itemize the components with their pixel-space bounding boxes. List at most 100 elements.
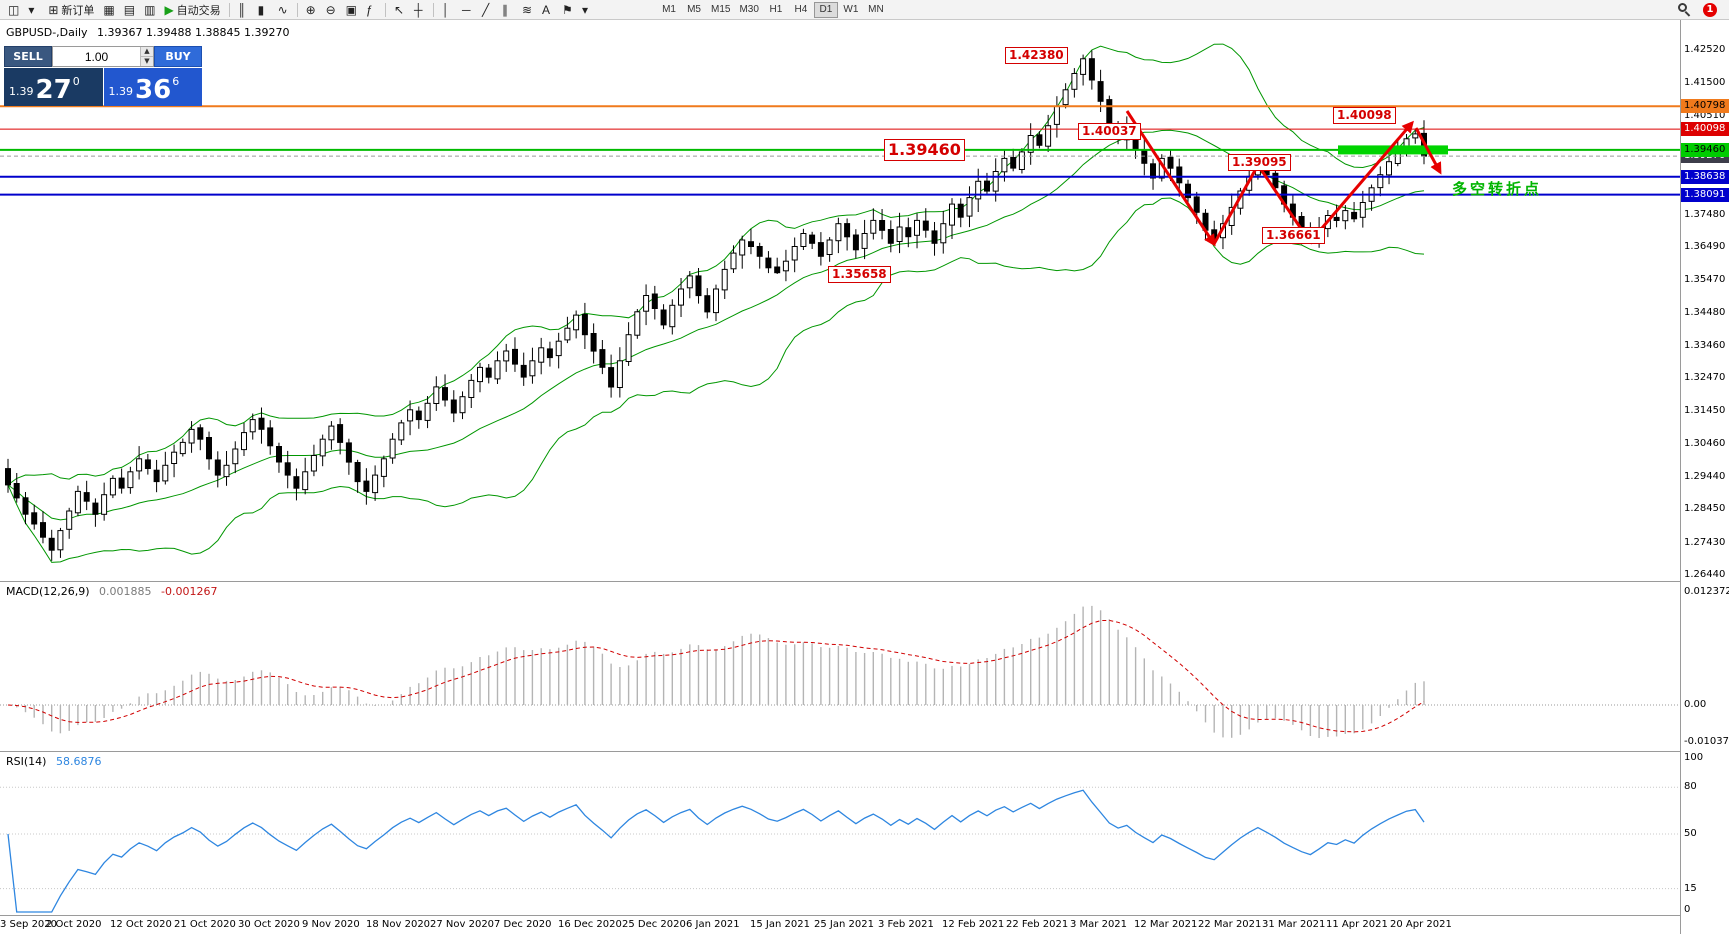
price-level-badge: 1.38638	[1681, 170, 1729, 184]
text-button[interactable]: A	[538, 1, 557, 19]
candlestick-chart-icon: ▮	[257, 2, 265, 17]
zoom-in-button[interactable]: ⊕	[302, 1, 321, 19]
tile-windows-button[interactable]: ▣	[342, 1, 361, 19]
horizontal-line-button[interactable]: ─	[458, 1, 477, 19]
date-label: 2 Oct 2020	[46, 919, 102, 930]
notification-badge[interactable]: 1	[1703, 2, 1717, 17]
vertical-line-icon: │	[442, 2, 450, 17]
indicators-button[interactable]: ƒ	[362, 1, 381, 19]
panel-separator	[0, 915, 1729, 916]
panel-separator[interactable]	[0, 581, 1729, 582]
crosshair-button[interactable]: ┼	[410, 1, 429, 19]
search-button[interactable]	[1674, 1, 1695, 19]
time-axis[interactable]: 3 Sep 2020 2 Oct 2020 12 Oct 2020 21 Oct 20…	[0, 916, 1680, 934]
resistance-zone-rectangle[interactable]	[1338, 145, 1448, 155]
toolbar-separator	[385, 2, 387, 17]
price-level-badge: 1.40798	[1681, 99, 1729, 113]
price-tick-label: 1.41500	[1684, 77, 1726, 88]
channel-icon: ∥	[502, 2, 509, 17]
volume-decrement-button[interactable]: ▼	[140, 57, 153, 66]
timeframe-h1-button[interactable]: H1	[764, 2, 788, 18]
date-label: 30 Oct 2020	[238, 919, 300, 930]
line-chart-button[interactable]: ∿	[274, 1, 293, 19]
candlestick-chart-button[interactable]: ▮	[254, 1, 273, 19]
fibonacci-button[interactable]: ≋	[518, 1, 537, 19]
chart-profiles-button[interactable]: ▾	[24, 1, 43, 19]
autotrading-icon: ▶	[164, 2, 174, 17]
zoom-out-button[interactable]: ⊖	[322, 1, 341, 19]
market-watch-button[interactable]: ▦	[99, 1, 118, 19]
turning-point-annotation[interactable]: 多空转折点	[1452, 180, 1543, 198]
volume-field: ▲ ▼	[52, 46, 154, 67]
price-callout[interactable]: 1.36661	[1262, 227, 1325, 244]
trend-arrow[interactable]	[1125, 110, 1216, 247]
rsi-axis-label: 80	[1684, 781, 1697, 792]
price-tick-label: 1.37480	[1684, 209, 1726, 220]
macd-signal-line	[7, 619, 1425, 733]
timeframe-d1-button[interactable]: D1	[813, 1, 838, 18]
sell-price-display[interactable]: 1.39 27 0	[4, 68, 103, 106]
navigator-button[interactable]: ▥	[140, 1, 159, 19]
macd-panel[interactable]	[0, 582, 1680, 752]
autotrading-button[interactable]: ▶ 自动交易	[160, 1, 224, 19]
rsi-axis-label: 50	[1684, 828, 1697, 839]
trend-arrow[interactable]	[1414, 127, 1442, 175]
date-label: 7 Dec 2020	[494, 919, 552, 930]
price-callout[interactable]: 1.42380	[1005, 47, 1068, 64]
new-chart-button[interactable]: ◫	[4, 1, 23, 19]
volume-increment-button[interactable]: ▲	[140, 47, 153, 57]
date-label: 20 Apr 2021	[1390, 919, 1452, 930]
date-label: 12 Mar 2021	[1134, 919, 1198, 930]
buy-price-display[interactable]: 1.39 36 6	[103, 68, 202, 106]
macd-name: MACD(12,26,9)	[6, 585, 90, 598]
timeframe-w1-button[interactable]: W1	[839, 2, 863, 18]
macd-axis-label: 0.012372	[1684, 586, 1729, 597]
trend-arrow[interactable]	[1308, 120, 1414, 243]
trend-arrow[interactable]	[1212, 164, 1260, 245]
date-label: 3 Sep 2020	[0, 919, 58, 930]
panel-separator[interactable]	[0, 751, 1729, 752]
toolbar-separator	[433, 2, 435, 17]
timeframe-h4-button[interactable]: H4	[789, 2, 813, 18]
cursor-button[interactable]: ↖	[390, 1, 409, 19]
line-chart-icon: ∿	[277, 2, 288, 17]
arrow-tools-button[interactable]: ⚑	[558, 1, 577, 19]
rsi-line	[7, 789, 1425, 913]
data-window-button[interactable]: ▤	[120, 1, 139, 19]
timeframe-m30-button[interactable]: M30	[735, 2, 762, 18]
bollinger-middle-band	[7, 129, 1425, 521]
price-callout[interactable]: 1.40098	[1333, 107, 1396, 124]
bar-chart-button[interactable]: ║	[234, 1, 253, 19]
trendline-button[interactable]: ╱	[478, 1, 497, 19]
date-label: 18 Nov 2020	[366, 919, 431, 930]
buy-button[interactable]: BUY	[154, 46, 202, 67]
price-level-badge: 1.40098	[1681, 122, 1729, 136]
new-chart-icon: ◫	[8, 2, 20, 17]
macd-main-value: 0.001885	[99, 585, 152, 598]
volume-input[interactable]	[53, 47, 140, 66]
fibonacci-icon: ≋	[522, 2, 533, 17]
timeframe-m1-button[interactable]: M1	[657, 2, 681, 18]
vertical-line-button[interactable]: │	[438, 1, 457, 19]
price-tick-label: 1.29440	[1684, 471, 1726, 482]
buy-price-sup: 6	[172, 75, 180, 88]
price-axis[interactable]: 1.42520 1.41500 1.40510 1.37480 1.36490 1.354…	[1680, 20, 1729, 934]
toolbar-separator	[228, 2, 230, 17]
price-callout[interactable]: 1.40037	[1078, 123, 1141, 140]
channel-button[interactable]: ∥	[498, 1, 517, 19]
timeframe-m15-button[interactable]: M15	[707, 2, 734, 18]
rsi-panel[interactable]	[0, 752, 1680, 916]
price-level-badge: 1.39460	[1681, 143, 1729, 157]
more-tools-button[interactable]: ▾	[578, 1, 597, 19]
price-callout[interactable]: 1.39460	[884, 139, 965, 161]
price-tick-label: 1.35470	[1684, 274, 1726, 285]
price-tick-label: 1.31450	[1684, 405, 1726, 416]
timeframe-mn-button[interactable]: MN	[864, 2, 888, 18]
timeframe-m5-button[interactable]: M5	[682, 2, 706, 18]
sell-button[interactable]: SELL	[4, 46, 52, 67]
new-order-button[interactable]: ⊞ 新订单	[44, 1, 98, 19]
price-callout[interactable]: 1.39095	[1228, 154, 1291, 171]
main-chart-plot[interactable]	[0, 20, 1680, 582]
price-callout[interactable]: 1.35658	[828, 266, 891, 283]
date-label: 25 Jan 2021	[814, 919, 874, 930]
